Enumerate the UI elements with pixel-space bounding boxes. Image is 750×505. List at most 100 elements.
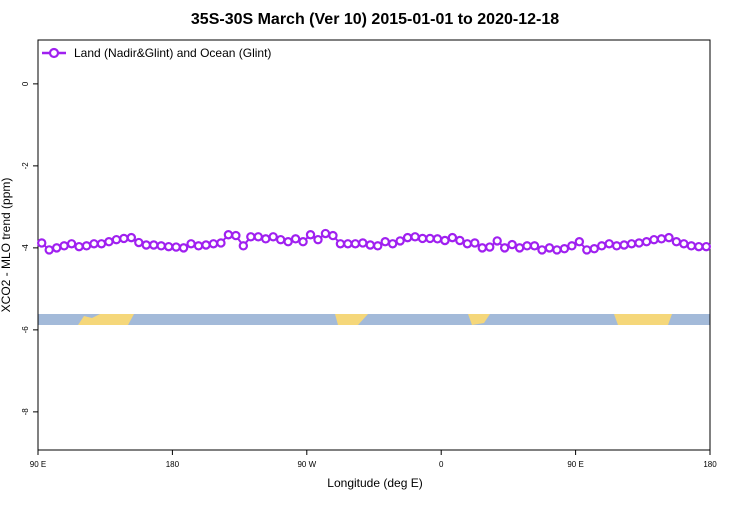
data-point xyxy=(499,243,510,253)
data-point xyxy=(529,241,540,251)
data-point xyxy=(253,232,263,242)
data-point xyxy=(335,239,346,249)
x-axis-label: Longitude (deg E) xyxy=(327,476,422,490)
x-tick-label: 180 xyxy=(166,460,180,469)
x-tick-label: 90 E xyxy=(30,460,46,469)
data-point xyxy=(246,232,256,242)
data-point xyxy=(193,241,204,251)
data-point xyxy=(679,239,689,249)
data-point xyxy=(51,243,62,253)
x-tick-label: 180 xyxy=(703,460,717,469)
data-point xyxy=(74,241,84,252)
data-point xyxy=(537,245,547,255)
data-point xyxy=(156,241,166,251)
data-point xyxy=(380,237,390,247)
data-point xyxy=(186,239,196,249)
data-point xyxy=(261,234,271,244)
data-point xyxy=(507,239,517,250)
data-point xyxy=(216,238,226,248)
data-point xyxy=(365,240,375,250)
data-point xyxy=(358,238,368,248)
data-point xyxy=(477,243,487,253)
data-point xyxy=(59,241,69,251)
data-point xyxy=(201,240,211,250)
data-point xyxy=(313,234,323,245)
data-point xyxy=(485,242,495,252)
data-point xyxy=(141,240,151,250)
data-point xyxy=(656,234,667,244)
data-point xyxy=(223,230,234,240)
data-point xyxy=(649,234,659,245)
data-point xyxy=(559,243,570,254)
y-axis-label: XCO2 - MLO trend (ppm) xyxy=(0,178,13,313)
data-point xyxy=(171,242,181,252)
data-point xyxy=(89,239,99,249)
data-point xyxy=(373,241,383,251)
y-tick-label: -8 xyxy=(21,408,30,416)
data-point xyxy=(462,239,473,249)
land-ocean-strip xyxy=(38,314,710,325)
data-point xyxy=(611,241,622,251)
data-point xyxy=(290,234,301,244)
data-point xyxy=(694,241,704,252)
data-point xyxy=(395,236,405,246)
data-point xyxy=(126,232,137,243)
data-point xyxy=(119,233,129,244)
legend-label: Land (Nadir&Glint) and Ocean (Glint) xyxy=(74,46,271,60)
data-point xyxy=(66,239,77,249)
chart-title: 35S-30S March (Ver 10) 2015-01-01 to 202… xyxy=(191,11,559,28)
data-point xyxy=(44,245,54,255)
data-point xyxy=(440,235,450,246)
data-point xyxy=(178,243,189,253)
data-point xyxy=(283,237,293,247)
data-point xyxy=(492,236,502,246)
data-point xyxy=(238,241,249,251)
data-point xyxy=(686,241,697,251)
x-tick-label: 0 xyxy=(439,460,444,469)
data-point xyxy=(387,239,398,249)
x-tick-label: 90 W xyxy=(297,460,316,469)
data-point xyxy=(320,228,331,239)
data-point xyxy=(514,243,525,253)
data-point xyxy=(163,241,174,252)
data-point xyxy=(410,232,420,242)
data-point xyxy=(328,230,338,241)
data-point xyxy=(275,234,286,245)
data-point xyxy=(597,241,607,251)
data-point xyxy=(298,237,308,247)
data-point xyxy=(208,239,219,249)
data-point xyxy=(305,230,316,240)
data-point xyxy=(425,233,435,244)
y-tick-label: 0 xyxy=(21,81,30,86)
data-point xyxy=(604,239,614,249)
data-point xyxy=(470,238,480,248)
data-point xyxy=(134,237,144,248)
data-point xyxy=(522,241,532,251)
data-point xyxy=(417,233,428,244)
data-point xyxy=(567,241,577,251)
data-point xyxy=(37,238,47,248)
data-point xyxy=(455,235,465,246)
data-point xyxy=(664,232,674,243)
data-point xyxy=(641,237,652,247)
data-point xyxy=(104,237,114,247)
data-point xyxy=(402,232,413,243)
data-point xyxy=(574,237,585,247)
data-point xyxy=(149,240,159,250)
data-point xyxy=(626,239,637,249)
data-point xyxy=(96,239,107,249)
y-tick-label: -2 xyxy=(21,162,30,170)
y-tick-label: -6 xyxy=(21,326,30,334)
data-point xyxy=(544,243,555,253)
data-point xyxy=(432,234,443,244)
data-point xyxy=(619,240,629,250)
data-point xyxy=(634,238,644,248)
data-point xyxy=(552,245,562,255)
legend-marker xyxy=(48,47,60,59)
data-point xyxy=(81,241,92,251)
data-point xyxy=(671,237,682,247)
x-tick-label: 90 E xyxy=(567,460,583,469)
data-point xyxy=(589,243,599,254)
